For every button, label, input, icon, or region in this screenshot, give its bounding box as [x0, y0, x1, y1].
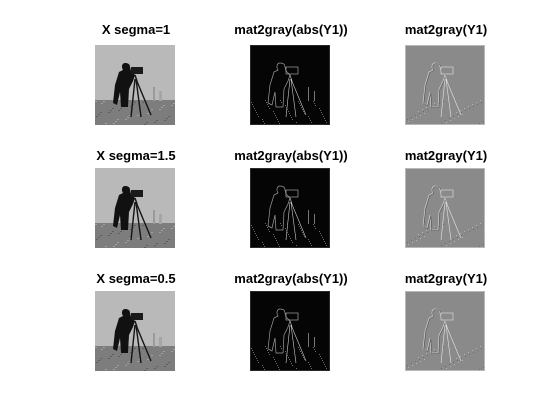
subplot-title-r3c3: mat2gray(Y1) — [404, 271, 488, 286]
subplot-title-r3c2: mat2gray(abs(Y1)) — [234, 271, 348, 286]
original-image-r1 — [95, 45, 175, 125]
original-image-r3 — [95, 291, 175, 371]
subplot-title-r1c3: mat2gray(Y1) — [404, 22, 488, 37]
abs-response-image-r2 — [250, 168, 330, 248]
signed-response-image-r2 — [405, 168, 485, 248]
abs-response-image-r1 — [250, 45, 330, 125]
original-image-r2 — [95, 168, 175, 248]
subplot-title-r2c1: X segma=1.5 — [96, 148, 176, 163]
subplot-title-r1c2: mat2gray(abs(Y1)) — [234, 22, 348, 37]
signed-response-image-r3 — [405, 291, 485, 371]
subplot-title-r3c1: X segma=0.5 — [96, 271, 176, 286]
subplot-title-r2c2: mat2gray(abs(Y1)) — [234, 148, 348, 163]
signed-response-image-r1 — [405, 45, 485, 125]
subplot-title-r2c3: mat2gray(Y1) — [404, 148, 488, 163]
abs-response-image-r3 — [250, 291, 330, 371]
subplot-title-r1c1: X segma=1 — [101, 22, 171, 37]
